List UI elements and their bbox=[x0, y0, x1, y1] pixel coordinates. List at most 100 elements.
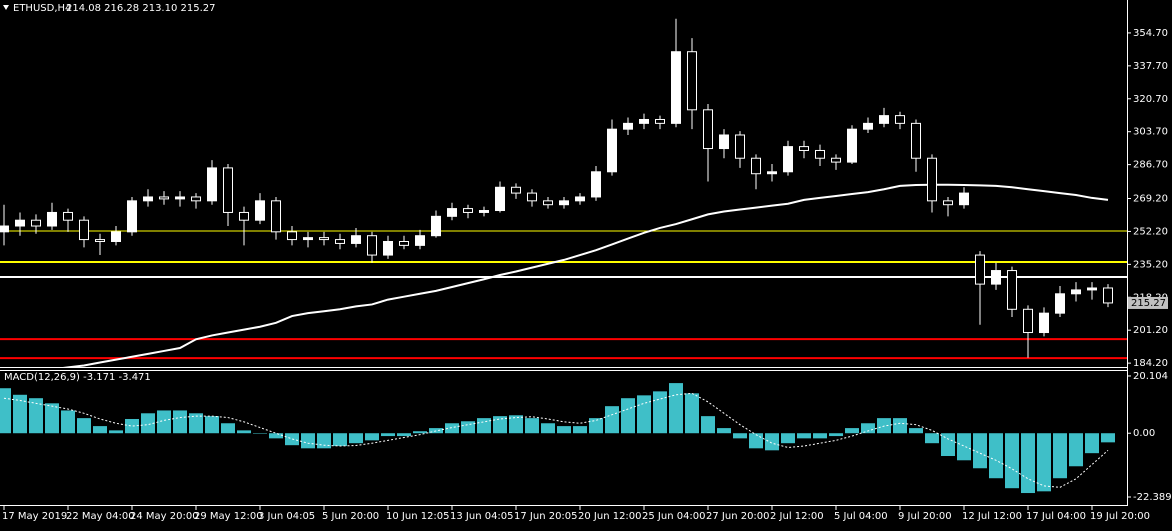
candle-body bbox=[607, 128, 617, 173]
candle-body bbox=[703, 109, 713, 150]
macd-bar bbox=[749, 433, 763, 449]
candle-body bbox=[495, 186, 505, 212]
candle-body bbox=[927, 157, 937, 202]
candle-body bbox=[63, 211, 73, 221]
macd-bar bbox=[285, 433, 299, 446]
candle-body bbox=[47, 211, 57, 227]
candle-body bbox=[719, 134, 729, 150]
candle-body bbox=[975, 254, 985, 285]
x-tick-label: 19 Jul 20:00 bbox=[1090, 511, 1150, 522]
macd-bar bbox=[1021, 433, 1035, 494]
macd-bar bbox=[621, 398, 635, 434]
candle-body bbox=[543, 200, 553, 206]
candle-body bbox=[287, 231, 297, 241]
candle-body bbox=[591, 171, 601, 198]
macd-bar bbox=[573, 426, 587, 434]
y-tick-label: 252.20 bbox=[1133, 226, 1168, 237]
candle-body bbox=[303, 237, 313, 241]
candle-body bbox=[1007, 270, 1017, 310]
macd-bar bbox=[45, 403, 59, 434]
x-tick-label: 5 Jun 20:00 bbox=[322, 511, 379, 522]
macd-bar bbox=[861, 423, 875, 434]
candle-body bbox=[367, 235, 377, 256]
x-tick-label: 5 Jul 04:00 bbox=[834, 511, 888, 522]
symbol-title: ETHUSD,H4 bbox=[13, 3, 71, 14]
x-tick-label: 25 Jun 04:00 bbox=[642, 511, 706, 522]
macd-bar bbox=[989, 433, 1003, 479]
candle-body bbox=[335, 239, 345, 244]
candle-body bbox=[559, 200, 569, 206]
candle-body bbox=[863, 122, 873, 130]
candle-body bbox=[1071, 289, 1081, 295]
candle-body bbox=[1039, 312, 1049, 334]
candle-body bbox=[159, 196, 169, 200]
candle-body bbox=[511, 186, 521, 194]
y-tick-label: 269.20 bbox=[1133, 194, 1168, 205]
macd-bar bbox=[0, 388, 11, 434]
candle-body bbox=[15, 219, 25, 227]
x-tick-label: 27 Jun 20:00 bbox=[706, 511, 770, 522]
main-plot bbox=[0, 18, 1127, 367]
x-tick-label: 24 May 20:00 bbox=[130, 511, 199, 522]
x-tick-label: 29 May 12:00 bbox=[194, 511, 263, 522]
macd-bar bbox=[493, 416, 507, 434]
macd-bar bbox=[413, 431, 427, 434]
macd-bar bbox=[957, 433, 971, 461]
candle-body bbox=[239, 211, 249, 221]
x-tick-label: 9 Jul 20:00 bbox=[898, 511, 952, 522]
y-tick-label: 303.70 bbox=[1133, 127, 1168, 138]
macd-bar bbox=[925, 433, 939, 444]
candle-body bbox=[895, 115, 905, 124]
macd-plot bbox=[0, 383, 1115, 494]
candle-body bbox=[351, 235, 361, 244]
x-tick-label: 17 Jul 04:00 bbox=[1026, 511, 1086, 522]
price-tag bbox=[1128, 296, 1168, 309]
candle-body bbox=[255, 200, 265, 221]
macd-bar bbox=[1069, 433, 1083, 467]
macd-bar bbox=[541, 423, 555, 434]
candle-body bbox=[655, 118, 665, 124]
macd-bar bbox=[1101, 433, 1115, 443]
macd-bar bbox=[1053, 433, 1067, 479]
candle-body bbox=[1023, 308, 1033, 334]
macd-bar bbox=[141, 413, 155, 434]
candle-body bbox=[991, 270, 1001, 285]
macd-bar bbox=[973, 433, 987, 469]
macd-bar bbox=[109, 430, 123, 434]
candle-body bbox=[831, 157, 841, 163]
candle-body bbox=[671, 51, 681, 124]
candle-body bbox=[31, 219, 41, 227]
y-tick-label: -22.389 bbox=[1133, 492, 1172, 503]
candle-body bbox=[751, 157, 761, 175]
macd-bar bbox=[349, 433, 363, 444]
candle-body bbox=[1087, 287, 1097, 291]
candle-body bbox=[735, 134, 745, 159]
candle-body bbox=[127, 200, 137, 233]
macd-bar bbox=[125, 418, 139, 434]
candle-body bbox=[207, 167, 217, 202]
x-tick-label: 10 Jun 12:05 bbox=[386, 511, 450, 522]
macd-bar bbox=[205, 416, 219, 434]
macd-bar bbox=[381, 433, 395, 437]
candle-body bbox=[879, 115, 889, 124]
x-tick-label: 12 Jul 12:00 bbox=[962, 511, 1022, 522]
y-tick-label: 184.20 bbox=[1133, 358, 1168, 369]
y-tick-label: 320.70 bbox=[1133, 94, 1168, 105]
candle-body bbox=[767, 171, 777, 175]
y-tick-label: 354.70 bbox=[1133, 28, 1168, 39]
y-tick-label: 20.104 bbox=[1133, 371, 1168, 382]
candle-body bbox=[815, 149, 825, 159]
macd-bar bbox=[93, 426, 107, 434]
macd-bar bbox=[765, 433, 779, 451]
y-tick-label: 286.70 bbox=[1133, 160, 1168, 171]
candle-body bbox=[111, 231, 121, 243]
macd-bar bbox=[733, 433, 747, 439]
candle-body bbox=[415, 235, 425, 246]
macd-bar bbox=[269, 433, 283, 439]
macd-bar bbox=[701, 416, 715, 434]
x-tick-label: 20 Jun 12:00 bbox=[578, 511, 642, 522]
macd-title: MACD(12,26,9) -3.171 -3.471 bbox=[4, 372, 151, 383]
macd-bar bbox=[445, 423, 459, 434]
macd-bar bbox=[397, 433, 411, 437]
macd-bar bbox=[317, 433, 331, 449]
